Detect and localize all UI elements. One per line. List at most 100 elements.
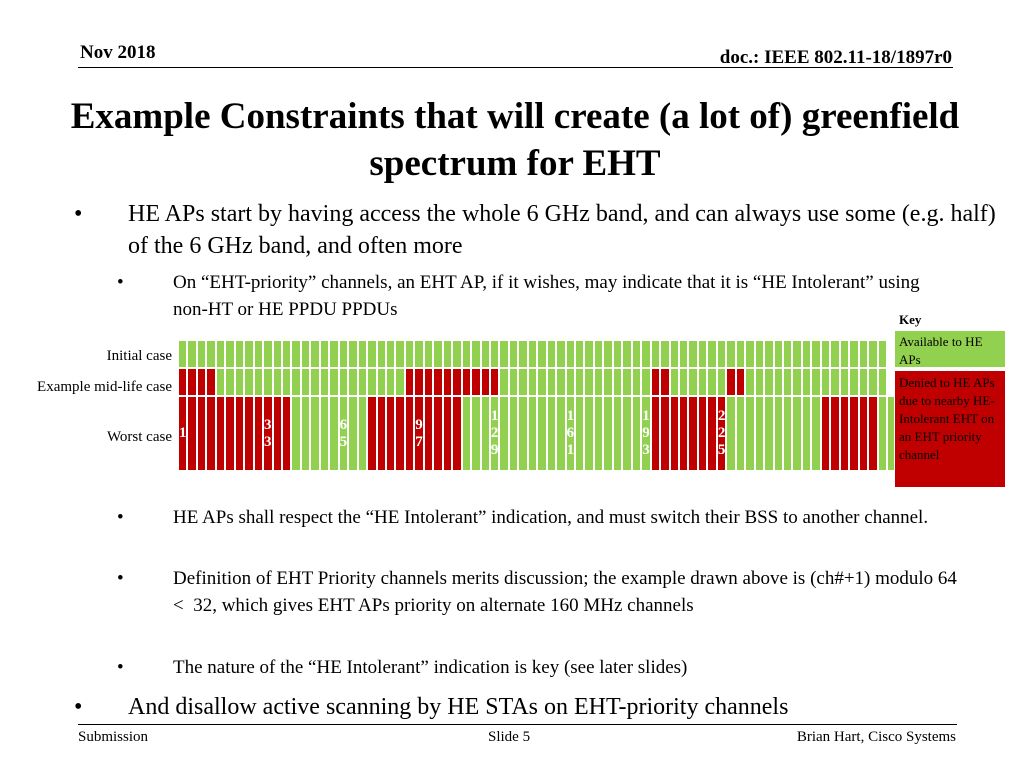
channel-cell-available [773, 368, 783, 396]
channel-cell-available [395, 340, 405, 368]
channel-cell-available [300, 396, 311, 471]
channel-cell-available [877, 396, 887, 471]
channel-cell-available [348, 340, 358, 368]
channel-cell-available [338, 368, 349, 396]
channel-cell-denied [839, 396, 850, 471]
channel-cell-available [433, 340, 443, 368]
channel-cell-available [603, 368, 613, 396]
channel-cell-denied [395, 396, 405, 471]
channel-cell-available [641, 368, 651, 396]
channel-cell-available [792, 396, 802, 471]
channel-cell-denied [433, 368, 443, 396]
channel-cell-available [849, 340, 859, 368]
channel-cell-available [754, 340, 765, 368]
channel-cell-available [612, 340, 623, 368]
channel-cell-denied [858, 396, 869, 471]
channel-cell-available [877, 368, 887, 396]
key-title: Key [899, 312, 922, 327]
channel-cell-available [764, 396, 774, 471]
channel-cell-denied [442, 368, 453, 396]
channel-cell-available [716, 340, 727, 368]
footer-author: Brian Hart, Cisco Systems [796, 729, 956, 745]
channel-cell-denied [669, 396, 680, 471]
channel-cell-available [300, 368, 311, 396]
channel-cell-available [707, 368, 717, 396]
channel-cell-available [593, 340, 604, 368]
channel-cell-available [593, 396, 604, 471]
channel-cell-denied [480, 368, 490, 396]
channel-cell-available [291, 340, 301, 368]
channel-cell-denied [404, 368, 415, 396]
channel-cell-available [631, 396, 642, 471]
footer-rule [78, 724, 957, 725]
channel-cell-denied [688, 396, 698, 471]
bullet-text: And disallow active scanning by HE STAs … [128, 694, 789, 720]
slide-title: Example Constraints that will create (a … [70, 96, 960, 184]
channel-cell-denied [452, 396, 462, 471]
channel-cell-available [820, 368, 831, 396]
channel-cell-available [801, 396, 812, 471]
row-label-initial: Initial case [106, 348, 172, 364]
channel-cell-denied [385, 396, 396, 471]
channel-cell-available [291, 368, 301, 396]
channel-cell-available [612, 396, 623, 471]
channel-cell-denied [263, 396, 273, 471]
channel-cell-available [735, 340, 746, 368]
channel-cell-available [679, 340, 689, 368]
bullet-level2-nature: • The nature of the “HE Intolerant” indi… [117, 654, 953, 681]
row-label-worst: Worst case [106, 429, 172, 445]
channel-cell-available [461, 396, 472, 471]
channel-cell-available [319, 396, 330, 471]
channel-cell-available [688, 340, 698, 368]
channel-cell-available [489, 340, 500, 368]
channel-cell-available [480, 340, 490, 368]
channel-cell-available [830, 368, 840, 396]
channel-cell-available [310, 340, 320, 368]
channel-cell-available [234, 368, 245, 396]
channel-cell-available [300, 340, 311, 368]
bullet-text: On “EHT-priority” channels, an EHT AP, i… [173, 272, 920, 320]
bullet-dot: • [117, 568, 124, 589]
channel-cell-available [849, 368, 859, 396]
channel-cell-denied [489, 368, 500, 396]
channel-cell-available [716, 368, 727, 396]
channel-cell-available [830, 340, 840, 368]
channel-cell-denied [253, 396, 264, 471]
row-label-mid-life: Example mid-life case [37, 379, 172, 395]
channel-cell-denied [868, 396, 878, 471]
channel-cell-denied [206, 396, 216, 471]
footer-slide-number: Slide 5 [488, 729, 531, 745]
channel-cell-denied [442, 396, 453, 471]
channel-cell-available [357, 396, 368, 471]
channel-cell-denied [234, 396, 245, 471]
channel-cell-denied [187, 368, 197, 396]
channel-cell-available [612, 368, 623, 396]
channel-cell-available [537, 396, 547, 471]
channel-cell-denied [471, 368, 481, 396]
bullet-dot: • [74, 201, 83, 227]
channel-cell-available [423, 340, 434, 368]
bullet-text: The nature of the “HE Intolerant” indica… [173, 657, 688, 678]
bullet-dot: • [117, 507, 124, 528]
channel-cell-available [546, 368, 557, 396]
channel-cell-available [225, 340, 235, 368]
bullet-dot: • [74, 694, 83, 720]
channel-cell-available [707, 340, 717, 368]
channel-cell-available [584, 340, 594, 368]
channel-cell-available [839, 340, 850, 368]
channel-cell-denied [650, 396, 661, 471]
channel-cell-denied [414, 368, 424, 396]
bullet-text: HE APs shall respect the “HE Intolerant”… [173, 507, 929, 528]
channel-cell-available [546, 396, 557, 471]
channel-cell-denied [726, 368, 736, 396]
channel-cell-denied [660, 368, 670, 396]
channel-cell-available [281, 340, 292, 368]
channel-cell-available [452, 340, 462, 368]
channel-cell-available [329, 368, 339, 396]
channel-cell-available [669, 368, 680, 396]
